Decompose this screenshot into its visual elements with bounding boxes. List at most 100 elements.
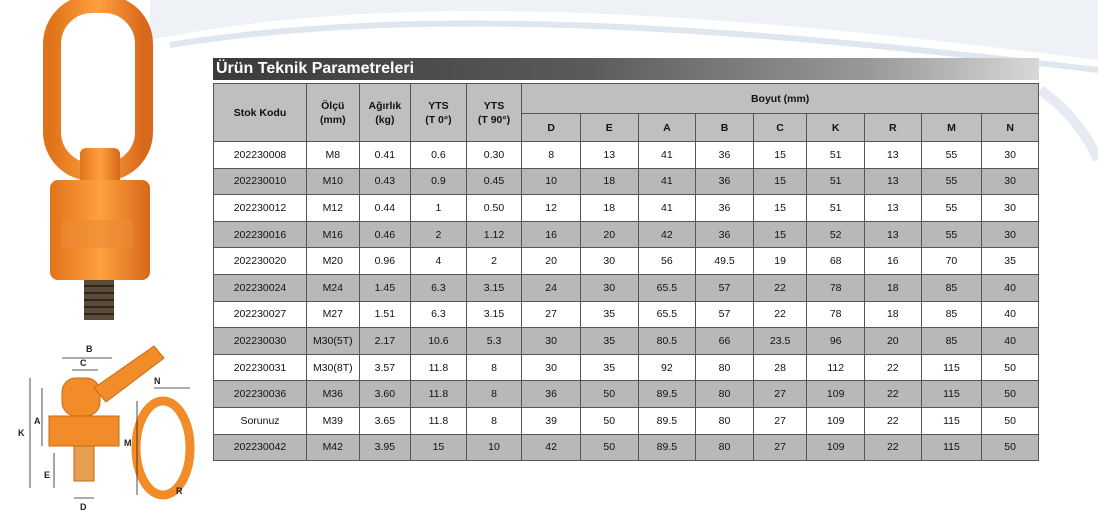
- cell-wll-90: 0.45: [465, 167, 523, 196]
- cell-r: 22: [864, 406, 922, 435]
- cell-c: 28: [752, 353, 808, 382]
- header-dim-k: K: [806, 113, 865, 142]
- header-dim-d: D: [521, 113, 581, 142]
- cell-wll-0: 0.6: [410, 141, 467, 169]
- cell-wll-90: 10: [465, 433, 523, 462]
- cell-weight: 1.45: [358, 273, 412, 302]
- diagram-label-a: A: [34, 416, 41, 426]
- cell-size: M30(5T): [306, 327, 360, 355]
- cell-m: 85: [920, 327, 983, 355]
- diagram-label-e: E: [44, 470, 50, 480]
- cell-k: 51: [806, 167, 865, 196]
- cell-d: 24: [521, 273, 581, 302]
- cell-n: 40: [981, 300, 1039, 329]
- cell-b: 80: [695, 406, 754, 435]
- cell-a: 41: [637, 194, 697, 222]
- table-row: 202230042 M42 3.95 15 10 42 50 89.5 80 27 109 22 115…: [213, 433, 1039, 462]
- header-size: Ölçü (mm): [306, 83, 360, 142]
- cell-b: 49.5: [695, 247, 754, 275]
- specs-table-wrap: Stok Kodu Ölçü (mm) Ağırlık (kg) YTS (T 0°)…: [213, 83, 1039, 462]
- eyebolt-photo: [40, 0, 170, 325]
- cell-e: 35: [579, 327, 639, 355]
- cell-k: 78: [806, 300, 865, 329]
- cell-wll-90: 8: [465, 353, 523, 382]
- cell-weight: 0.41: [358, 141, 412, 169]
- cell-k: 109: [806, 433, 865, 462]
- cell-wll-90: 3.15: [465, 273, 523, 302]
- diagram-labels: B C K A N M E D R: [18, 344, 183, 512]
- cell-d: 39: [521, 406, 581, 435]
- cell-a: 42: [637, 220, 697, 249]
- header-dim-m: M: [920, 113, 983, 142]
- cell-size: M24: [306, 273, 360, 302]
- cell-k: 51: [806, 141, 865, 169]
- table-row: 202230010 M10 0.43 0.9 0.45 10 18 41 36 15 51 13 55 3…: [213, 167, 1039, 196]
- cell-wll-0: 2: [410, 220, 467, 249]
- table-row: 202230008 M8 0.41 0.6 0.30 8 13 41 36 15 51 13 55 30: [213, 141, 1039, 169]
- cell-weight: 0.46: [358, 220, 412, 249]
- header-dim-c: C: [752, 113, 808, 142]
- table-row: 202230024 M24 1.45 6.3 3.15 24 30 65.5 57 22 78 18 8…: [213, 273, 1039, 302]
- cell-wll-0: 1: [410, 194, 467, 222]
- cell-e: 13: [579, 141, 639, 169]
- cell-size: M36: [306, 380, 360, 408]
- cell-n: 40: [981, 273, 1039, 302]
- cell-wll-90: 5.3: [465, 327, 523, 355]
- table-row: 202230027 M27 1.51 6.3 3.15 27 35 65.5 57 22 78 18 8…: [213, 300, 1039, 329]
- cell-weight: 0.96: [358, 247, 412, 275]
- cell-c: 23.5: [752, 327, 808, 355]
- cell-d: 12: [521, 194, 581, 222]
- cell-b: 36: [695, 167, 754, 196]
- table-row: 202230030 M30(5T) 2.17 10.6 5.3 30 35 80.5 66 23.…: [213, 327, 1039, 355]
- cell-weight: 0.43: [358, 167, 412, 196]
- cell-m: 55: [920, 194, 983, 222]
- cell-n: 35: [981, 247, 1039, 275]
- header-dim-n: N: [981, 113, 1039, 142]
- cell-size: M8: [306, 141, 360, 169]
- specs-table: Stok Kodu Ölçü (mm) Ağırlık (kg) YTS (T 0°)…: [213, 83, 1039, 462]
- cell-a: 89.5: [637, 433, 697, 462]
- cell-a: 80.5: [637, 327, 697, 355]
- cell-m: 70: [920, 247, 983, 275]
- cell-stock-code: Sorunuz: [213, 406, 307, 435]
- cell-d: 20: [521, 247, 581, 275]
- table-row: 202230016 M16 0.46 2 1.12 16 20 42 36 15 52 13 55 30: [213, 220, 1039, 249]
- table-row: 202230020 M20 0.96 4 2 20 30 56 49.5 19 68 16 70 35: [213, 247, 1039, 275]
- cell-b: 57: [695, 273, 754, 302]
- cell-b: 36: [695, 141, 754, 169]
- cell-m: 115: [920, 406, 983, 435]
- header-stock-code: Stok Kodu: [213, 83, 307, 142]
- cell-wll-90: 1.12: [465, 220, 523, 249]
- cell-k: 68: [806, 247, 865, 275]
- diagram-label-b: B: [86, 344, 93, 354]
- cell-wll-90: 0.30: [465, 141, 523, 169]
- cell-b: 36: [695, 220, 754, 249]
- cell-a: 41: [637, 167, 697, 196]
- cell-b: 80: [695, 380, 754, 408]
- header-dim-a: A: [637, 113, 697, 142]
- cell-c: 15: [752, 141, 808, 169]
- cell-n: 50: [981, 406, 1039, 435]
- cell-c: 27: [752, 380, 808, 408]
- header-wll-90: YTS (T 90°): [465, 83, 523, 142]
- table-row: 202230012 M12 0.44 1 0.50 12 18 41 36 15 51 13 55 30: [213, 194, 1039, 222]
- cell-wll-90: 8: [465, 380, 523, 408]
- cell-b: 66: [695, 327, 754, 355]
- cell-weight: 2.17: [358, 327, 412, 355]
- header-dimensions: Boyut (mm): [521, 83, 1039, 114]
- cell-stock-code: 202230020: [213, 247, 307, 275]
- cell-c: 15: [752, 220, 808, 249]
- cell-d: 30: [521, 353, 581, 382]
- cell-m: 115: [920, 433, 983, 462]
- cell-r: 18: [864, 300, 922, 329]
- cell-a: 89.5: [637, 380, 697, 408]
- table-row: Sorunuz M39 3.65 11.8 8 39 50 89.5 80 27 109 22 115 5…: [213, 406, 1039, 435]
- cell-d: 10: [521, 167, 581, 196]
- cell-k: 52: [806, 220, 865, 249]
- cell-d: 8: [521, 141, 581, 169]
- cell-e: 50: [579, 433, 639, 462]
- cell-r: 13: [864, 167, 922, 196]
- cell-weight: 3.60: [358, 380, 412, 408]
- cell-n: 30: [981, 141, 1039, 169]
